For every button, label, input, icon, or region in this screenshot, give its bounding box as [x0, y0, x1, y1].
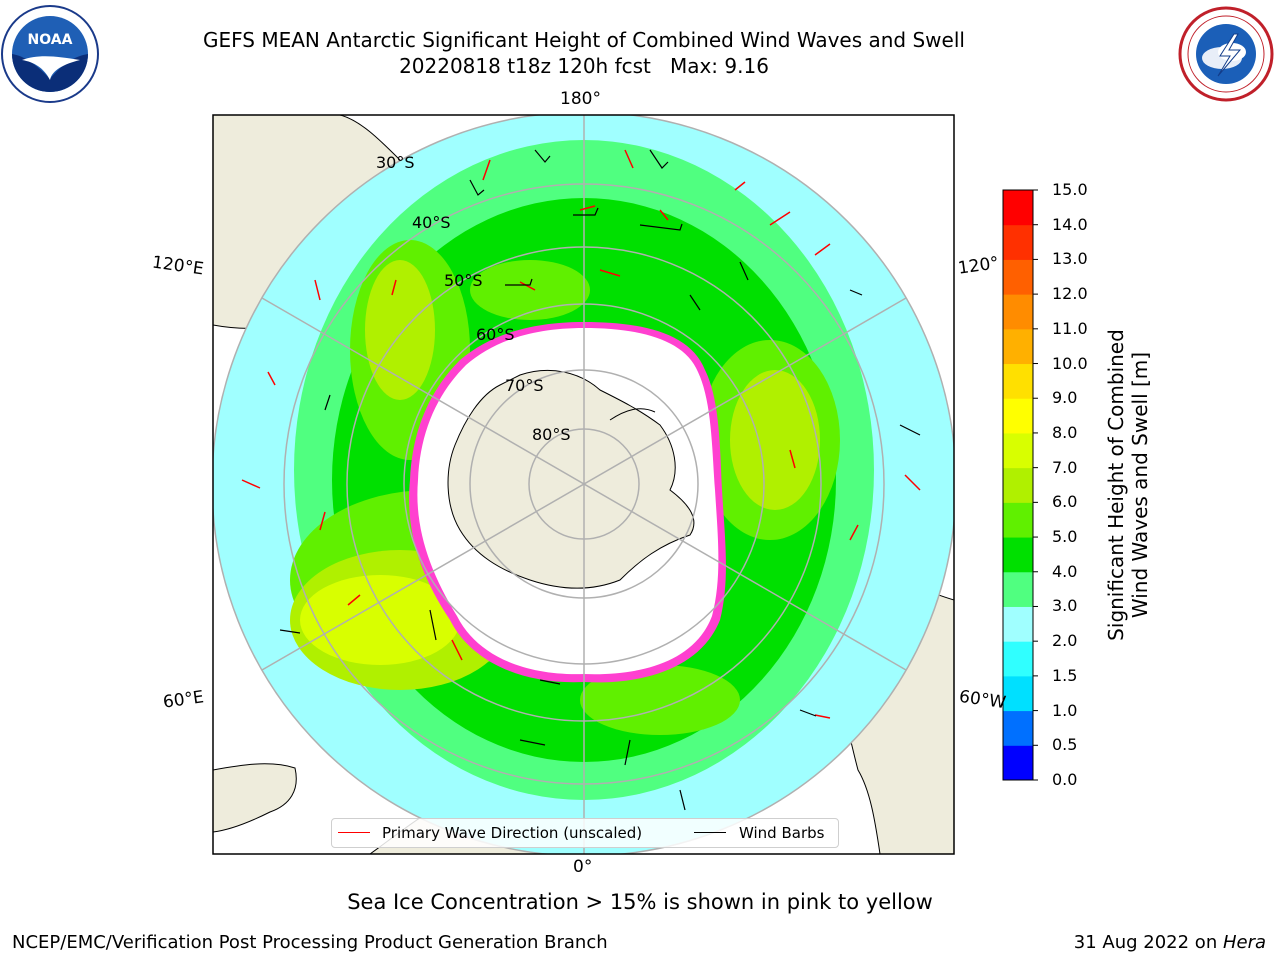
colorbar-segment	[1003, 432, 1033, 469]
legend-barb-line	[694, 832, 726, 833]
colorbar-segment	[1003, 502, 1033, 538]
colorbar-tick-label: 12.0	[1052, 284, 1088, 304]
lat-label-80s: 80°S	[532, 425, 571, 444]
colorbar-segment	[1003, 675, 1033, 712]
colorbar-tick-label: 1.5	[1052, 665, 1078, 685]
colorbar-segment	[1003, 259, 1033, 295]
colorbar-tick-label: 5.0	[1052, 527, 1078, 547]
colorbar-segment	[1003, 190, 1033, 226]
colorbar-tick-label: 6.0	[1052, 492, 1078, 512]
colorbar-tick-label: 15.0	[1052, 180, 1088, 199]
legend-wave-line	[338, 832, 370, 833]
legend-barb-label: Wind Barbs	[739, 824, 825, 842]
colorbar-segment	[1003, 571, 1033, 607]
lat-label-60s: 60°S	[476, 325, 515, 344]
footer-date: 31 Aug 2022 on Hera	[1074, 932, 1266, 953]
colorbar-frame	[1002, 189, 1034, 781]
colorbar-segment	[1003, 537, 1033, 573]
colorbar-tick-label: 13.0	[1052, 249, 1088, 269]
colorbar-tick-label: 9.0	[1052, 388, 1078, 408]
chart-subtitle: 20220818 t18z 120h fcst Max: 9.16	[399, 54, 769, 78]
nws-logo	[1178, 6, 1274, 102]
colorbar-tick-label: 4.0	[1052, 561, 1078, 581]
colorbar-segment	[1003, 398, 1033, 434]
noaa-logo: NOAA	[1, 5, 99, 103]
svg-text:NOAA: NOAA	[28, 32, 73, 48]
lat-label-40s: 40°S	[412, 213, 451, 232]
colorbar-tick-label: 10.0	[1052, 353, 1088, 373]
wave-direction-arrows	[241, 149, 921, 719]
colorbar-label-line2: Wind Waves and Swell [m]	[1128, 351, 1152, 619]
lon-label-0: 0°	[573, 857, 593, 877]
colorbar-tick-label: 2.0	[1052, 631, 1078, 651]
colorbar-tick-label: 1.0	[1052, 700, 1078, 720]
lon-label-180: 180°	[560, 89, 601, 109]
colorbar-tick-label: 7.0	[1052, 457, 1078, 477]
wind-barbs	[279, 149, 921, 811]
colorbar-tick-label: 8.0	[1052, 422, 1078, 442]
lat-label-30s: 30°S	[376, 153, 415, 172]
colorbar-segment	[1003, 745, 1033, 781]
chart-title: GEFS MEAN Antarctic Significant Height o…	[203, 28, 965, 52]
map-frame	[212, 114, 955, 855]
colorbar-segment	[1003, 606, 1033, 642]
sea-ice-note: Sea Ice Concentration > 15% is shown in …	[0, 890, 1280, 914]
colorbar-label-line1: Significant Height of Combined	[1104, 329, 1128, 641]
colorbar-tick-label: 0.5	[1052, 735, 1078, 755]
colorbar-tick-label: 3.0	[1052, 596, 1078, 616]
colorbar-segment	[1003, 328, 1033, 365]
lat-label-70s: 70°S	[505, 376, 544, 395]
footer-host: Hera	[1222, 932, 1266, 953]
legend-wave-label: Primary Wave Direction (unscaled)	[382, 824, 643, 842]
footer-credit: NCEP/EMC/Verification Post Processing Pr…	[12, 932, 608, 953]
map-legend: Primary Wave Direction (unscaled) Wind B…	[331, 818, 839, 848]
graticule	[213, 115, 954, 854]
colorbar	[1002, 189, 1038, 781]
colorbar-tick-label: 11.0	[1052, 318, 1088, 338]
colorbar-segment	[1003, 224, 1033, 260]
colorbar-tick-label: 14.0	[1052, 214, 1088, 234]
colorbar-segment	[1003, 363, 1033, 399]
colorbar-segment	[1003, 467, 1033, 503]
colorbar-segment	[1003, 710, 1033, 746]
sea-ice-note-text: Sea Ice Concentration > 15% is shown in …	[347, 890, 933, 914]
footer-date-text: 31 Aug 2022 on	[1073, 932, 1223, 953]
colorbar-tick-label: 0.0	[1052, 770, 1078, 789]
colorbar-segment	[1003, 641, 1033, 677]
colorbar-segment	[1003, 294, 1033, 330]
lat-label-50s: 50°S	[444, 271, 483, 290]
